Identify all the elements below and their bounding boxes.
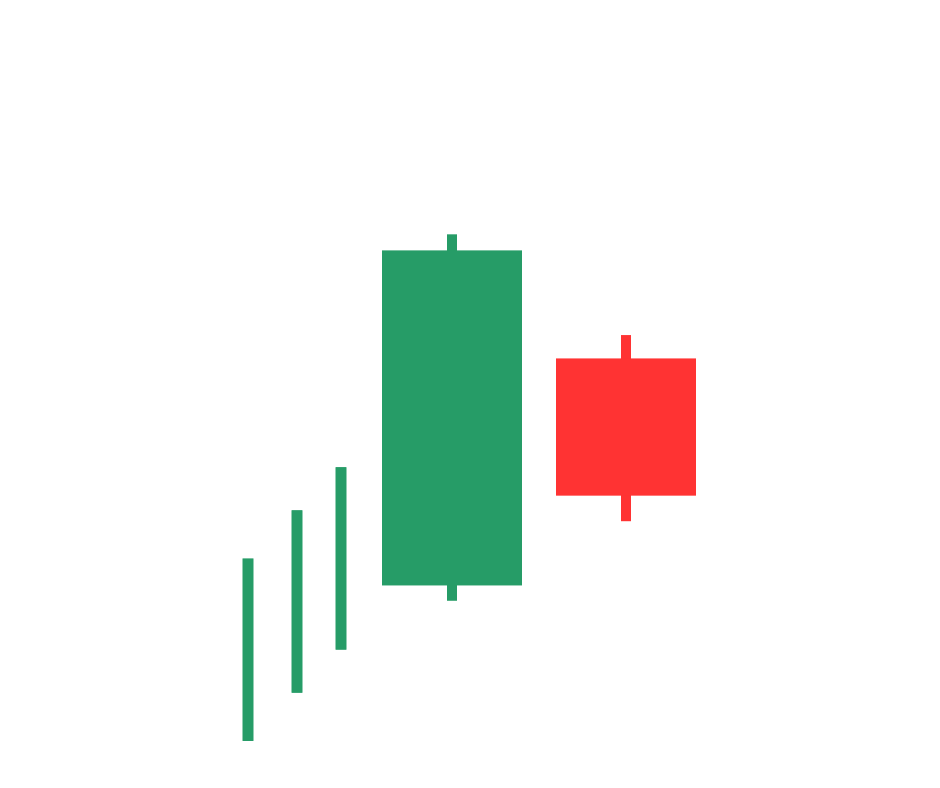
candle-2	[291, 510, 303, 693]
candle-4	[382, 234, 522, 601]
candle-1	[242, 558, 254, 741]
candle-1-body	[242, 558, 254, 741]
candle-5	[556, 335, 696, 522]
candle-3-body	[335, 467, 347, 650]
candle-5-body	[556, 358, 696, 496]
candle-3	[335, 467, 347, 650]
candle-2-body	[291, 510, 303, 693]
candle-4-body	[382, 250, 522, 586]
